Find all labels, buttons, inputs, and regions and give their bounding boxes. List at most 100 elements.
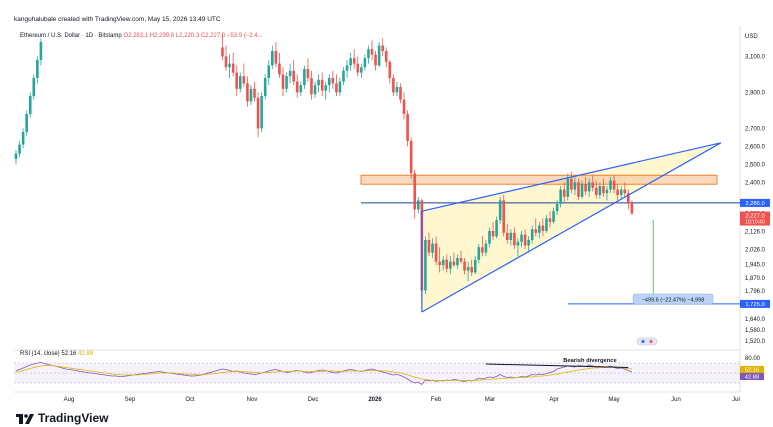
candle-body	[238, 76, 242, 89]
candle-body	[228, 63, 231, 68]
candle-body	[570, 178, 573, 190]
candle-body	[388, 61, 392, 78]
tradingview-logo[interactable]: TradingView	[16, 411, 108, 425]
candle-body	[345, 65, 349, 71]
candle-body	[299, 85, 303, 93]
candle-body	[438, 261, 441, 266]
rsi-band	[14, 363, 740, 383]
candle-body	[562, 189, 566, 197]
candle-body	[28, 96, 32, 114]
wedge-lower-trendline	[421, 142, 722, 313]
candle-body	[477, 247, 481, 260]
candle-body	[609, 180, 612, 190]
ohlc-change: −53.9 (−2.4...	[226, 33, 263, 39]
candle-body	[523, 234, 527, 246]
candle-body	[466, 267, 470, 271]
time-tick-label: Apr	[549, 397, 558, 403]
price-tick-label: 2,500.0	[745, 162, 766, 168]
candle-body	[552, 211, 555, 222]
candle-body	[520, 234, 523, 242]
rsi-legend-value: 52.16	[61, 351, 77, 357]
candle-body	[320, 79, 324, 91]
candle-body	[402, 99, 406, 114]
brand-name: TradingView	[38, 411, 109, 425]
candle-body	[18, 144, 21, 154]
symbol-exchange: Bitstamp	[98, 33, 122, 39]
time-tick-label: Mar	[485, 397, 495, 403]
candle-body	[577, 182, 580, 197]
candle-body	[352, 58, 356, 64]
candle-body	[559, 189, 562, 204]
candle-body	[39, 42, 43, 60]
candle-body	[548, 218, 552, 222]
wedge-upper-trendline	[421, 142, 722, 212]
candle-body	[527, 240, 530, 246]
candle-body	[484, 243, 488, 253]
drawing-toolbar-icon	[636, 337, 658, 346]
candle-body	[424, 240, 427, 291]
candle-body	[367, 49, 370, 59]
candle-body	[377, 45, 381, 66]
price-tick-label: 1,580.0	[745, 328, 766, 334]
candle-body	[431, 243, 434, 253]
candle-body	[274, 51, 278, 64]
candle-body	[416, 200, 420, 210]
candle-body	[470, 267, 473, 273]
candle-body	[449, 261, 452, 269]
candle-body	[441, 259, 445, 266]
candle-body	[249, 88, 253, 102]
candle-body	[295, 81, 299, 93]
time-tick-label: Sep	[125, 397, 136, 403]
candle-body	[598, 186, 602, 195]
candle-body	[381, 45, 384, 51]
candle-body	[278, 63, 281, 75]
drawing-dot-icon	[641, 340, 645, 343]
candle-body	[505, 232, 509, 240]
ohlc-close: C2,227.0	[200, 33, 226, 39]
time-tick-label: Jun	[671, 397, 681, 403]
projection-label: −499.6 (−22.47%) −4,998	[642, 297, 705, 303]
candle-body	[374, 54, 377, 66]
candle-body	[327, 78, 331, 86]
candle-body	[306, 69, 310, 78]
candle-body	[591, 182, 595, 188]
price-tag-box	[740, 299, 770, 308]
candle-body	[566, 178, 570, 197]
candle-body	[32, 78, 36, 96]
candle-body	[459, 258, 463, 262]
candle-body	[587, 182, 591, 192]
candle-body	[427, 240, 431, 253]
candle-body	[488, 231, 491, 244]
rsi-value-tag-text: 42.88	[745, 375, 760, 381]
ohlc-open: O2,283.1	[123, 33, 149, 39]
price-tag-value: 2,227.0	[745, 214, 764, 220]
time-tick-label: Feb	[431, 397, 442, 403]
candle-body	[14, 153, 18, 159]
candles	[14, 33, 634, 298]
time-axis-labels: Aug Sep Oct Nov Dec 2026 Feb Mar Apr May Jun Jul	[64, 397, 740, 403]
price-tick-label: 3,100.0	[745, 54, 766, 60]
candle-body	[452, 261, 456, 266]
price-tick-label: 1,945.0	[745, 262, 766, 268]
time-tick-label: Nov	[247, 397, 258, 403]
candle-body	[605, 189, 609, 194]
candle-body	[538, 225, 541, 233]
price-tick-label: 2,026.0	[745, 248, 766, 254]
candle-body	[370, 49, 374, 55]
candle-body	[285, 76, 288, 89]
candle-body	[491, 231, 495, 237]
rsi-legend: RSI (14, close) 52.16 42.88	[20, 351, 93, 357]
time-tick-label: Aug	[64, 397, 75, 403]
time-tick-label: May	[608, 397, 619, 403]
candle-body	[267, 65, 271, 78]
candle-body	[456, 258, 459, 266]
price-tick-label: 1,796.0	[745, 289, 766, 295]
price-tick-label: 2,700.0	[745, 126, 766, 132]
candle-body	[342, 70, 345, 82]
candle-body	[406, 114, 409, 141]
rsi-value-tag	[740, 373, 764, 380]
time-tick-label: Jul	[732, 397, 740, 403]
candle-body	[399, 87, 402, 100]
candle-body	[434, 243, 438, 262]
